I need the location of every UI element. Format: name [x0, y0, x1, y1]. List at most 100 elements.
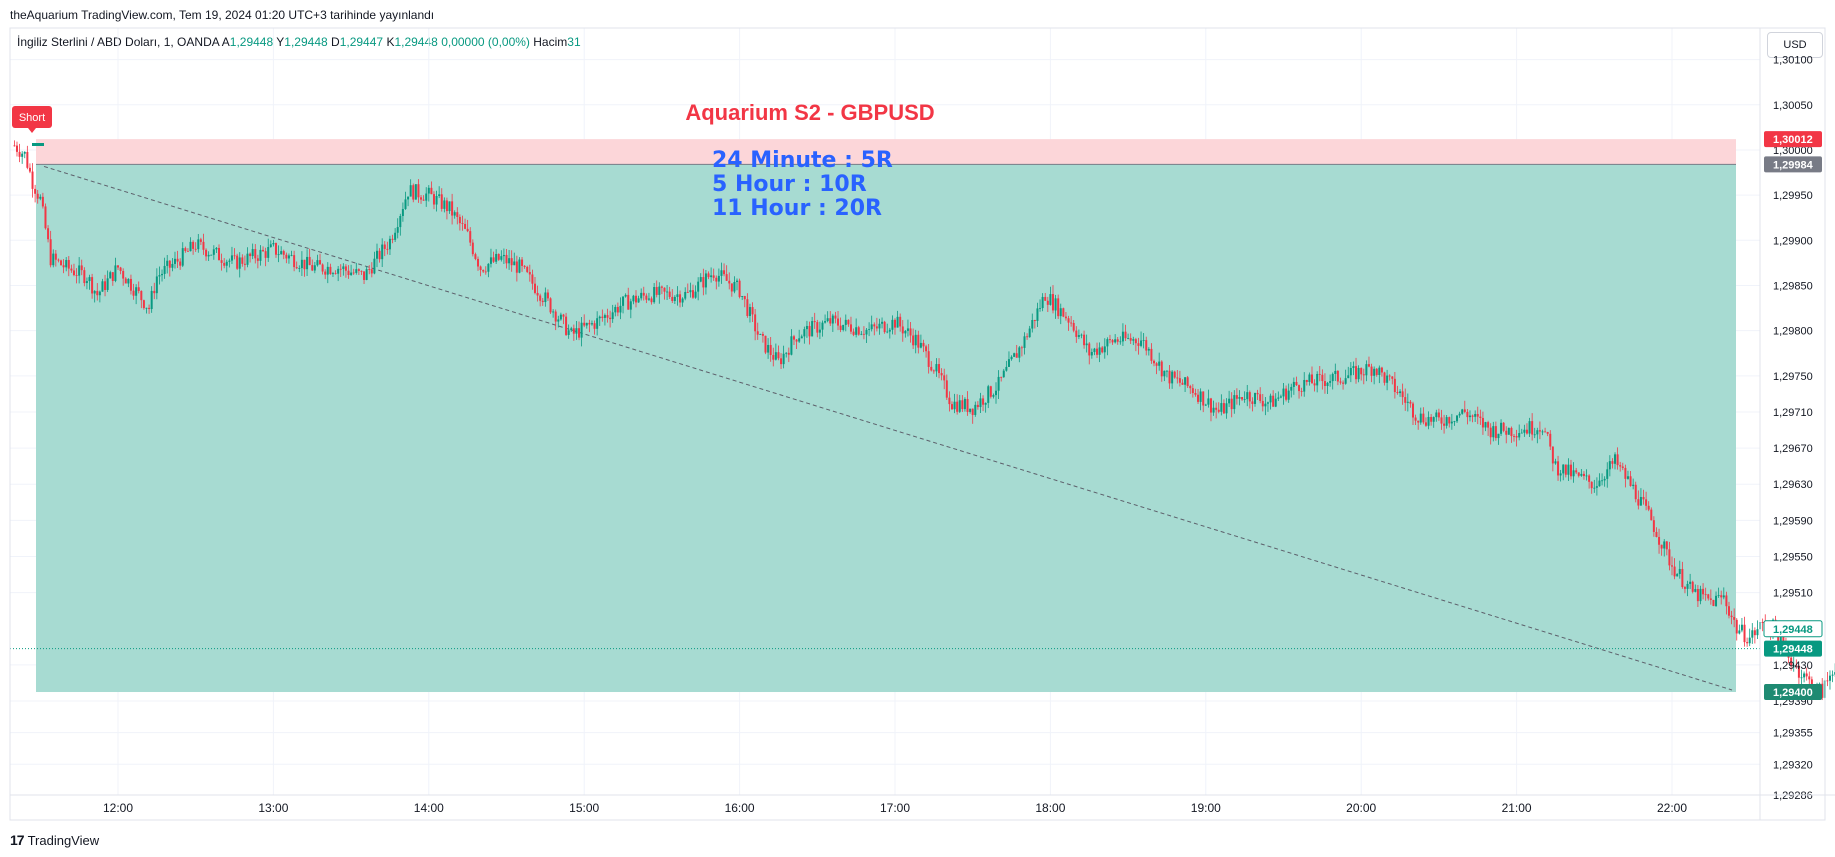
candle-body: [1246, 392, 1249, 400]
candle-body: [539, 295, 542, 301]
candle-body: [1481, 417, 1484, 428]
candle-body: [1020, 347, 1023, 349]
candle-body: [691, 290, 694, 298]
candle-body: [938, 364, 941, 374]
candle-body: [754, 314, 757, 332]
candle-body: [1544, 431, 1547, 433]
candle-body: [1709, 598, 1712, 600]
candle-body: [950, 404, 953, 410]
candle-body: [1153, 360, 1155, 364]
candle-body: [637, 298, 640, 303]
candle-body: [834, 315, 837, 319]
candle-body: [1507, 427, 1510, 435]
candle-body: [1707, 594, 1710, 599]
candle-body: [145, 307, 148, 309]
candle-body: [1339, 381, 1342, 383]
candle-body: [91, 277, 94, 294]
candle-body: [1497, 433, 1500, 439]
candle-body: [1435, 412, 1438, 418]
candle-body: [1536, 430, 1539, 435]
candle-body: [653, 287, 656, 303]
candle-body: [1189, 386, 1192, 389]
x-tick-label: 16:00: [725, 801, 755, 815]
candle-body: [1352, 366, 1355, 368]
candle-body: [101, 281, 104, 292]
candle-body: [730, 283, 733, 292]
candle-body: [780, 358, 783, 365]
candle-body: [1601, 480, 1604, 482]
candle-body: [378, 250, 381, 260]
candle-body: [660, 286, 663, 288]
candle-body: [526, 266, 529, 273]
candle-body: [557, 319, 560, 322]
candle-body: [873, 324, 876, 327]
candle-body: [189, 241, 192, 252]
candle-body: [956, 401, 959, 412]
candle-body: [218, 247, 221, 261]
candle-body: [1748, 637, 1751, 644]
candle-body: [72, 270, 75, 276]
tradingview-footer[interactable]: 17 TradingView: [10, 832, 99, 848]
candle-body: [298, 268, 301, 269]
candle-body: [176, 258, 179, 262]
candle-body: [1266, 402, 1269, 404]
candle-body: [1347, 375, 1350, 379]
price-chart[interactable]: Aquarium S2 - GBPUSD 24 Minute : 5R5 Hour…: [0, 0, 1835, 830]
candle-body: [456, 212, 459, 217]
candle-body: [513, 261, 516, 266]
candle-body: [932, 370, 935, 372]
candle-body: [894, 319, 896, 328]
candle-body: [391, 238, 394, 240]
candle-body: [1085, 343, 1088, 346]
candle-body: [1386, 375, 1389, 383]
candle-body: [124, 278, 127, 284]
candle-body: [710, 275, 713, 278]
candle-body: [919, 342, 922, 348]
candle-body: [1463, 409, 1466, 412]
candle-body: [1668, 549, 1671, 566]
y-tick-label: 1,29750: [1773, 371, 1813, 383]
candle-body: [686, 291, 689, 293]
candle-body: [552, 311, 555, 313]
candle-body: [655, 287, 658, 295]
candle-body: [1756, 629, 1759, 636]
candle-body: [75, 275, 78, 276]
candle-body: [60, 260, 63, 266]
candle-body: [979, 398, 982, 408]
candle-body: [106, 278, 109, 290]
candle-body: [233, 255, 236, 257]
candle-body: [575, 328, 578, 334]
candle-body: [1831, 674, 1834, 676]
candle-body: [179, 261, 182, 266]
candle-body: [1336, 370, 1339, 382]
candle-body: [1681, 568, 1684, 588]
candle-body: [1298, 385, 1301, 392]
candle-body: [277, 254, 280, 256]
candle-body: [1717, 595, 1720, 597]
candle-body: [1424, 422, 1427, 426]
candle-body: [269, 244, 272, 248]
candle-body: [533, 283, 536, 293]
candle-body: [1391, 376, 1394, 379]
candle-body: [767, 344, 770, 353]
candle-body: [1479, 416, 1482, 418]
candle-body: [1634, 484, 1637, 500]
candle-body: [748, 307, 751, 316]
candle-body: [715, 277, 718, 282]
candle-body: [1360, 367, 1363, 375]
candle-body: [207, 254, 210, 257]
candle-body: [1738, 630, 1741, 634]
candle-body: [1300, 391, 1303, 392]
currency-button[interactable]: USD: [1767, 32, 1823, 58]
candle-body: [725, 274, 728, 281]
candle-body: [702, 277, 705, 288]
candle-body: [466, 228, 469, 232]
candle-body: [756, 331, 759, 335]
candle-body: [383, 244, 386, 249]
candle-body: [1207, 398, 1210, 405]
candle-body: [666, 291, 669, 293]
candle-body: [1230, 398, 1233, 410]
candle-body: [280, 251, 283, 255]
candle-body: [1197, 394, 1200, 402]
candle-body: [282, 251, 285, 255]
